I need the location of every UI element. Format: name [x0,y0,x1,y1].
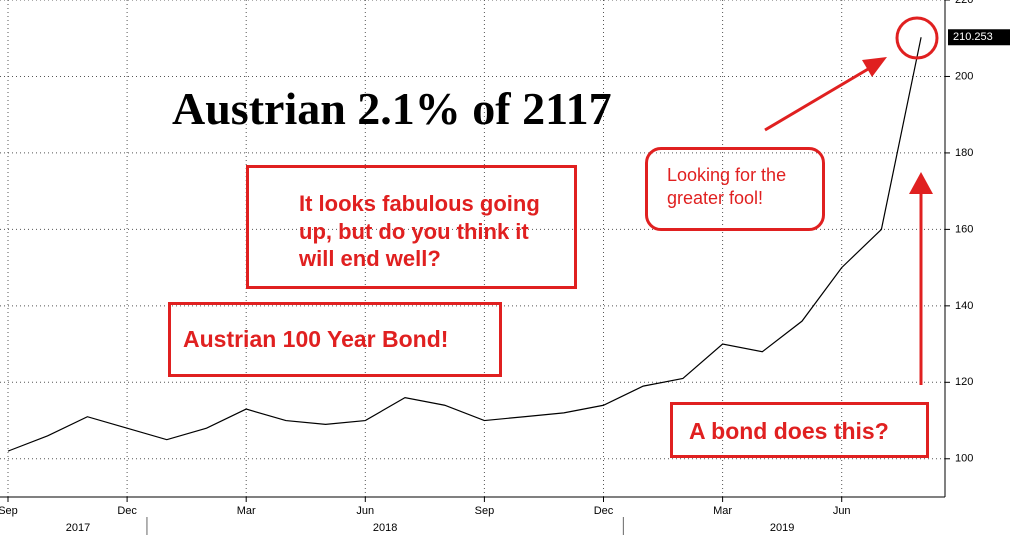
chart-title: Austrian 2.1% of 2117 [172,83,612,134]
annotation-line: up, but do you think it [299,218,529,244]
y-tick-label: 140 [955,300,973,312]
y-tick-label: 160 [955,223,973,235]
y-tick-label: 120 [955,376,973,388]
annotation-line: It looks fabulous going [299,191,540,216]
annotation: A bond does this? [689,418,889,444]
y-tick-label: 100 [955,453,973,465]
y-tick-label: 200 [955,70,973,82]
arrow [764,60,881,132]
bond-box: Austrian 100 Year Bond! [168,302,502,377]
does-box: A bond does this? [670,402,929,458]
annotation-line: Looking for the [667,165,787,185]
x-tick-label: Dec [117,505,137,517]
x-tick-label: Jun [833,505,851,517]
fool-box: Looking for the greater fool! [645,147,825,231]
y-tick-label: 220 [955,0,973,6]
annotation-line: greater fool! [667,187,764,208]
annotation-line: will end well? [299,246,441,271]
annotation: Austrian 100 Year Bond! [183,326,449,352]
question-box: It looks fabulous going up, but do you t… [246,165,577,289]
x-tick-label: Sep [475,505,495,517]
x-tick-label: Mar [237,505,256,517]
arrow-head [909,172,933,194]
arrow-head [862,57,887,77]
year-label: 2019 [770,522,794,534]
x-tick-label: Mar [713,505,732,517]
x-tick-label: Jun [356,505,374,517]
last-value-label: 210.253 [953,31,993,43]
year-label: 2018 [373,522,397,534]
x-tick-label: Dec [594,505,614,517]
highlight-circle [895,16,939,60]
year-label: 2017 [66,522,90,534]
line [7,37,922,452]
y-tick-label: 180 [955,147,973,159]
x-tick-label: Sep [0,505,18,517]
last-value-tag [948,29,1010,46]
